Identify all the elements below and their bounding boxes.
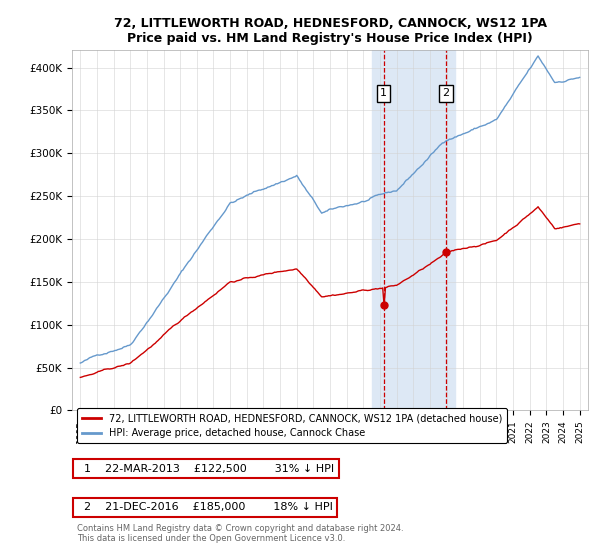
Text: 2    21-DEC-2016    £185,000        18% ↓ HPI: 2 21-DEC-2016 £185,000 18% ↓ HPI: [77, 502, 333, 512]
Bar: [371, 50, 455, 410]
Text: 1    22-MAR-2013    £122,500        31% ↓ HPI: 1 22-MAR-2013 £122,500 31% ↓ HPI: [77, 464, 334, 474]
Text: 1: 1: [380, 88, 387, 98]
Title: 72, LITTLEWORTH ROAD, HEDNESFORD, CANNOCK, WS12 1PA
Price paid vs. HM Land Regis: 72, LITTLEWORTH ROAD, HEDNESFORD, CANNOC…: [113, 17, 547, 45]
Legend: 72, LITTLEWORTH ROAD, HEDNESFORD, CANNOCK, WS12 1PA (detached house), HPI: Avera: 72, LITTLEWORTH ROAD, HEDNESFORD, CANNOC…: [77, 408, 507, 443]
Text: 2: 2: [442, 88, 449, 98]
Text: Contains HM Land Registry data © Crown copyright and database right 2024.
This d: Contains HM Land Registry data © Crown c…: [77, 524, 404, 543]
